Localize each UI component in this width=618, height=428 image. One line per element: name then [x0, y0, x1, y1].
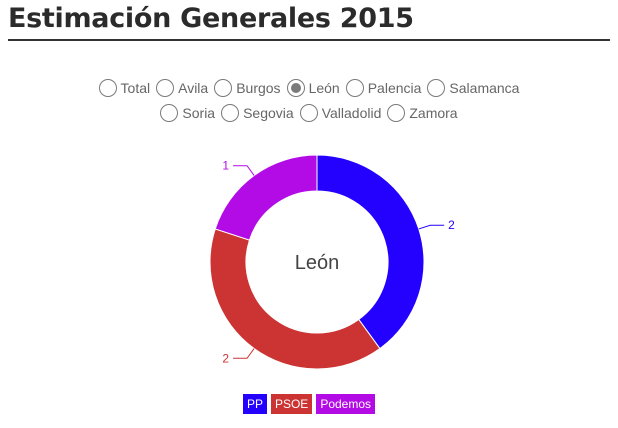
- radio-label: Burgos: [236, 80, 281, 96]
- radio-option-palencia[interactable]: Palencia: [345, 79, 422, 97]
- radio-label: Total: [120, 80, 151, 96]
- data-label: 2: [222, 351, 229, 365]
- radio-label: Salamanca: [449, 80, 520, 96]
- donut-chart: 2 2 1 León: [209, 154, 455, 370]
- radio-row: Soria Segovia Valladolid Zamora: [0, 101, 618, 125]
- radio-button[interactable]: [286, 79, 305, 97]
- radio-button[interactable]: [214, 79, 233, 97]
- radio-button[interactable]: [221, 104, 240, 122]
- radio-label: Valladolid: [321, 105, 382, 121]
- radio-button[interactable]: [345, 79, 364, 97]
- legend-item-pp[interactable]: PP: [242, 394, 267, 414]
- radio-button[interactable]: [387, 104, 406, 122]
- chart-legend: PP PSOE Podemos: [0, 394, 618, 414]
- data-label: 2: [448, 218, 455, 232]
- radio-label: Palencia: [367, 80, 422, 96]
- radio-button[interactable]: [427, 79, 446, 97]
- radio-label: León: [308, 80, 340, 96]
- radio-button[interactable]: [299, 104, 318, 122]
- radio-label: Zamora: [409, 105, 458, 121]
- legend-item-psoe[interactable]: PSOE: [270, 394, 313, 414]
- radio-option-total[interactable]: Total: [98, 79, 151, 97]
- radio-button[interactable]: [98, 79, 117, 97]
- slice-podemos[interactable]: [214, 154, 318, 241]
- radio-label: Soria: [182, 105, 216, 121]
- radio-label: Segovia: [243, 105, 294, 121]
- province-selector: Total Avila Burgos León Palencia Salamanca Sor…: [0, 76, 618, 126]
- radio-button[interactable]: [156, 79, 175, 97]
- radio-option-soria[interactable]: Soria: [160, 104, 215, 122]
- data-label: 1: [222, 159, 229, 173]
- radio-option-zamora[interactable]: Zamora: [387, 104, 458, 122]
- leader-line: [233, 165, 255, 176]
- leader-line: [233, 348, 255, 359]
- legend-item-podemos[interactable]: Podemos: [316, 394, 376, 414]
- radio-option-avila[interactable]: Avila: [156, 79, 208, 97]
- radio-label: Avila: [178, 80, 209, 96]
- radio-option-segovia[interactable]: Segovia: [221, 104, 294, 122]
- radio-option-valladolid[interactable]: Valladolid: [299, 104, 382, 122]
- page-title: Estimación Generales 2015: [8, 3, 414, 34]
- leader-line: [418, 224, 445, 230]
- center-label: León: [295, 252, 340, 274]
- slice-psoe[interactable]: [209, 228, 381, 370]
- radio-row: Total Avila Burgos León Palencia Salamanca: [0, 76, 618, 100]
- radio-option-león[interactable]: León: [286, 79, 340, 97]
- radio-option-burgos[interactable]: Burgos: [214, 79, 281, 97]
- title-divider: [8, 39, 610, 41]
- radio-option-salamanca[interactable]: Salamanca: [427, 79, 519, 97]
- radio-button[interactable]: [160, 104, 179, 122]
- slice-pp[interactable]: [316, 154, 425, 350]
